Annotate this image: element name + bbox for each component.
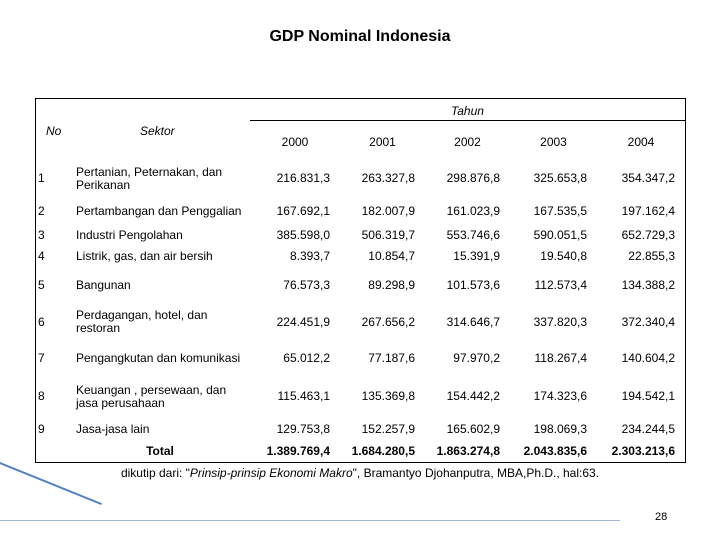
row-number: 7 [38, 351, 45, 365]
sector-name: Jasa-jasa lain [76, 421, 150, 436]
gdp-value: 8.393,7 [289, 249, 330, 263]
sector-name: Pertambangan dan Penggalian [76, 203, 242, 218]
gdp-value: 167.535,5 [533, 203, 587, 218]
gdp-value: 314.646,7 [446, 314, 500, 329]
border [35, 98, 36, 463]
gdp-value: 354.347,2 [621, 171, 675, 185]
total-value: 2.303.213,6 [611, 443, 675, 458]
row-number: 4 [38, 249, 45, 263]
gdp-value: 197.162,4 [621, 203, 675, 218]
footnote-text: ", Bramantyo Djohanputra, MBA,Ph.D., hal… [352, 466, 600, 480]
border [35, 98, 686, 99]
gdp-value: 118.267,4 [534, 351, 588, 365]
gdp-value: 267.656,2 [361, 314, 415, 329]
sector-name: Perdagangan, hotel, dan restoran [76, 308, 208, 335]
gdp-value: 590.051,5 [533, 227, 587, 242]
gdp-value: 224.451,9 [276, 314, 330, 329]
gdp-value: 553.746,6 [446, 227, 500, 242]
no-header: No [46, 124, 62, 138]
year-header: 2001 [369, 134, 396, 149]
row-number: 1 [38, 171, 45, 185]
total-value: 1.684.280,5 [351, 443, 415, 458]
sector-name: Pertanian, Peternakan, dan Perikanan [76, 164, 223, 192]
year-group-header: Tahun [451, 104, 484, 118]
title: GDP Nominal Indonesia [269, 28, 451, 45]
gdp-value: 298.876,8 [446, 171, 500, 185]
gdp-value: 216.831,3 [276, 171, 330, 185]
gdp-value: 152.257,9 [361, 421, 415, 436]
gdp-value: 167.692,1 [276, 203, 330, 218]
year-header: 2002 [454, 134, 481, 149]
gdp-value: 101.573,6 [446, 277, 500, 292]
gdp-value: 115.463,1 [277, 389, 331, 403]
border [250, 120, 685, 121]
gdp-value: 77.187,6 [368, 351, 415, 365]
gdp-value: 174.323,6 [533, 389, 587, 403]
year-header: 2004 [627, 134, 655, 149]
gdp-value: 22.855,3 [628, 249, 675, 263]
sector-name: Keuangan , persewaan, dan jasa perusahaa… [76, 382, 227, 410]
sector-header: Sektor [140, 124, 175, 138]
gdp-value: 135.369,8 [361, 389, 415, 403]
gdp-value: 263.327,8 [361, 171, 415, 185]
gdp-value: 112.573,4 [534, 277, 588, 292]
gdp-value: 161.023,9 [446, 203, 500, 218]
gdp-value: 385.598,0 [276, 227, 330, 242]
border [35, 462, 686, 463]
gdp-value: 194.542,1 [621, 389, 675, 403]
gdp-value: 15.391,9 [453, 249, 500, 263]
year-header: 2003 [540, 134, 567, 149]
sector-name: Pengangkutan dan komunikasi [76, 351, 241, 365]
gdp-value: 234.244,5 [621, 421, 675, 436]
gdp-value: 89.298,9 [368, 277, 415, 292]
sector-name: Listrik, gas, dan air bersih [76, 249, 213, 263]
gdp-value: 165.602,9 [446, 421, 500, 436]
gdp-value: 372.340,4 [621, 314, 675, 329]
gdp-value: 134.388,2 [621, 277, 675, 292]
border [685, 98, 686, 463]
row-number: 6 [38, 314, 45, 329]
year-header: 2000 [281, 134, 309, 149]
page-number: 28 [655, 511, 668, 523]
total-value: 1.389.769,4 [266, 443, 330, 458]
gdp-value: 65.012,2 [283, 351, 330, 365]
decor-line [0, 520, 620, 521]
row-number: 5 [38, 277, 45, 292]
row-number: 8 [38, 389, 45, 403]
gdp-value: 325.653,8 [533, 171, 587, 185]
sector-name: Bangunan [76, 277, 131, 292]
gdp-value: 337.820,3 [533, 314, 587, 329]
gdp-value: 10.854,7 [368, 249, 415, 263]
gdp-value: 154.442,2 [446, 389, 500, 403]
row-number: 2 [38, 203, 45, 218]
gdp-value: 19.540,8 [540, 249, 587, 263]
footnote-book: Prinsip-prinsip Ekonomi Makro [189, 466, 353, 480]
gdp-value: 76.573,3 [283, 277, 330, 292]
gdp-value: 652.729,3 [621, 227, 675, 242]
total-value: 1.863.274,8 [436, 443, 500, 458]
gdp-value: 506.319,7 [361, 227, 415, 242]
footnote-text: dikutip dari: " [120, 466, 190, 480]
row-number: 9 [38, 421, 45, 436]
footnote: dikutip dari: "Prinsip-prinsip Ekonomi M… [0, 466, 720, 480]
gdp-value: 198.069,3 [533, 421, 587, 436]
gdp-value: 97.970,2 [453, 351, 500, 365]
gdp-value: 182.007,9 [361, 203, 415, 218]
gdp-value: 129.753,8 [276, 421, 330, 436]
sector-name: Industri Pengolahan [76, 227, 183, 242]
total-label: Total [146, 443, 174, 458]
row-number: 3 [38, 227, 45, 242]
gdp-value: 140.604,2 [621, 351, 675, 365]
total-value: 2.043.835,6 [523, 443, 587, 458]
